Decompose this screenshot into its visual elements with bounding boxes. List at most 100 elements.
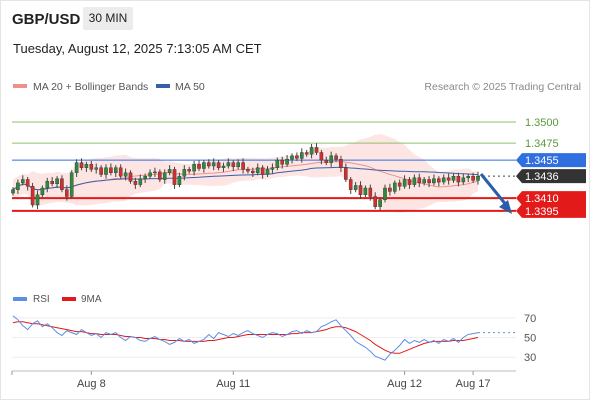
candle-body-52 bbox=[265, 169, 270, 175]
candle-body-80 bbox=[402, 179, 407, 187]
candle-body-19 bbox=[104, 167, 108, 175]
candle-body-65 bbox=[329, 155, 334, 163]
candle-body-22 bbox=[118, 167, 123, 177]
candle-body-71 bbox=[358, 185, 363, 196]
candle-body-54 bbox=[275, 159, 280, 168]
candle-body-30 bbox=[157, 171, 162, 180]
candle-body-39 bbox=[202, 162, 206, 169]
candle-body-53 bbox=[270, 167, 275, 170]
candle-body-94 bbox=[471, 175, 475, 181]
candle-body-83 bbox=[417, 177, 422, 184]
candle-body-78 bbox=[393, 182, 397, 192]
candle-body-63 bbox=[319, 152, 324, 161]
ma50-line bbox=[12, 166, 479, 191]
candle-body-56 bbox=[285, 158, 289, 165]
candle-body-31 bbox=[162, 172, 167, 180]
candle-body-73 bbox=[368, 187, 373, 197]
candle-body-11 bbox=[64, 189, 69, 197]
level-label-2: 1.3455 bbox=[525, 155, 559, 167]
candle-body-92 bbox=[461, 177, 466, 183]
candle-body-59 bbox=[300, 152, 304, 159]
x-tick-label-0: Aug 8 bbox=[77, 378, 106, 390]
level-label-bg-4 bbox=[516, 191, 586, 206]
x-tick-label-2: Aug 12 bbox=[387, 378, 422, 390]
legend-rsi-label: RSI bbox=[33, 294, 50, 305]
candle-body-6 bbox=[40, 187, 45, 196]
candle-body-18 bbox=[99, 167, 103, 175]
candle-body-7 bbox=[45, 180, 50, 189]
candle-body-37 bbox=[192, 164, 196, 172]
candle-body-35 bbox=[182, 169, 187, 177]
candle-body-42 bbox=[216, 162, 221, 168]
candle-body-48 bbox=[246, 169, 250, 172]
candle-body-72 bbox=[363, 187, 368, 196]
candle-body-34 bbox=[177, 175, 182, 185]
candle-body-95 bbox=[476, 175, 480, 181]
candle-body-28 bbox=[148, 172, 152, 177]
candle-body-45 bbox=[231, 162, 236, 168]
candle-body-61 bbox=[309, 147, 314, 155]
candle-body-43 bbox=[221, 165, 226, 168]
candle-body-24 bbox=[128, 172, 133, 182]
candle-body-23 bbox=[123, 172, 128, 177]
level-label-5: 1.3395 bbox=[525, 206, 559, 218]
candle-body-41 bbox=[211, 162, 216, 167]
candle-body-84 bbox=[422, 179, 427, 184]
rsi-tick-2: 30 bbox=[524, 352, 536, 364]
level-label-0: 1.3500 bbox=[525, 117, 559, 129]
candle-body-9 bbox=[55, 178, 59, 184]
candle-body-36 bbox=[187, 169, 192, 172]
candle-body-32 bbox=[167, 169, 172, 173]
level-label-3: 1.3436 bbox=[525, 171, 559, 183]
candle-body-91 bbox=[456, 175, 461, 183]
candle-body-60 bbox=[304, 152, 309, 155]
symbol-title: GBP/USD bbox=[12, 11, 81, 28]
candle-body-58 bbox=[295, 155, 299, 159]
level-label-bg-3 bbox=[516, 169, 586, 184]
level-label-bg-5 bbox=[516, 203, 586, 218]
candle-body-87 bbox=[437, 178, 441, 183]
credit-label: Research © 2025 Trading Central bbox=[424, 81, 581, 93]
candle-body-79 bbox=[397, 182, 402, 187]
candle-body-66 bbox=[334, 155, 338, 160]
candle-body-62 bbox=[314, 147, 319, 153]
bollinger-band bbox=[13, 134, 478, 213]
x-tick-label-1: Aug 11 bbox=[216, 378, 250, 390]
candle-body-68 bbox=[344, 167, 348, 180]
legend-ma20-swatch bbox=[13, 84, 27, 88]
legend-ma20-label: MA 20 + Bollinger Bands bbox=[33, 81, 148, 93]
candle-body-89 bbox=[446, 177, 451, 181]
candle-body-3 bbox=[25, 179, 30, 187]
candle-body-69 bbox=[348, 179, 353, 190]
candle-body-88 bbox=[441, 177, 446, 183]
candle-body-1 bbox=[16, 182, 20, 190]
rsi-line bbox=[12, 315, 479, 361]
timeframe-button[interactable]: 30 MIN bbox=[83, 7, 133, 30]
legend-rsi-swatch bbox=[13, 297, 27, 301]
candle-body-90 bbox=[451, 175, 456, 181]
rsi-tick-1: 50 bbox=[524, 333, 536, 345]
candle-body-47 bbox=[241, 162, 245, 170]
x-tick-label-3: Aug 17 bbox=[456, 378, 491, 390]
candle-body-74 bbox=[373, 196, 378, 207]
legend-9ma-label: 9MA bbox=[81, 294, 102, 305]
candle-body-0 bbox=[11, 189, 15, 194]
candle-body-51 bbox=[260, 167, 265, 175]
candle-body-20 bbox=[109, 167, 113, 173]
level-label-1: 1.3475 bbox=[525, 138, 559, 150]
candle-body-75 bbox=[378, 199, 382, 207]
candle-body-38 bbox=[197, 164, 201, 169]
candle-body-16 bbox=[89, 164, 94, 170]
candle-body-46 bbox=[236, 162, 241, 168]
legend-ma50-swatch bbox=[156, 84, 170, 88]
candle-body-40 bbox=[206, 162, 211, 167]
rsi-ma9-line bbox=[12, 321, 479, 354]
candle-body-44 bbox=[226, 162, 231, 167]
candle-body-13 bbox=[74, 162, 79, 174]
candle-body-82 bbox=[412, 177, 417, 185]
candle-body-77 bbox=[388, 187, 392, 192]
candle-body-57 bbox=[290, 155, 294, 160]
candle-body-81 bbox=[407, 179, 412, 185]
candle-body-85 bbox=[427, 179, 431, 184]
